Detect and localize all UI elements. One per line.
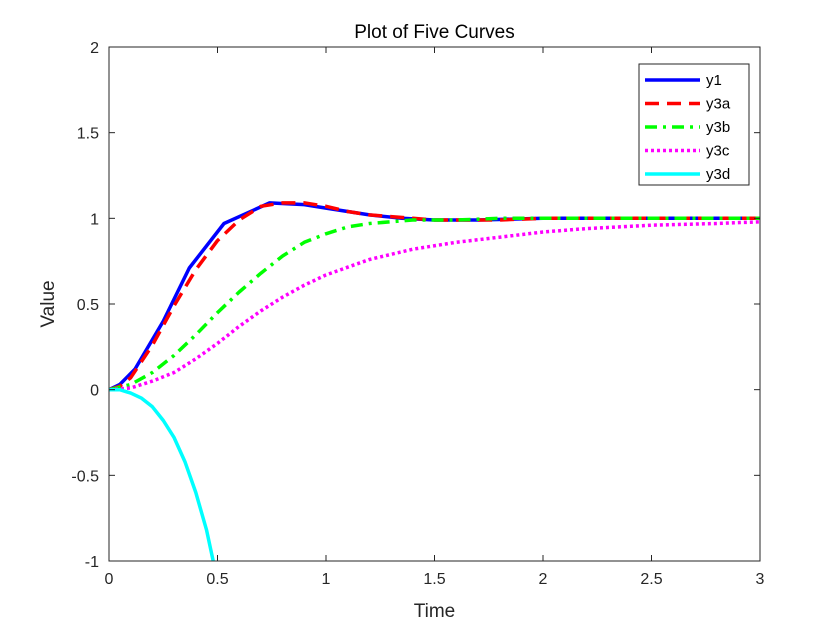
y-tick-label: 1 — [90, 211, 99, 228]
x-tick-label: 2.5 — [640, 571, 662, 588]
legend: y1 y3a y3b y3c y3d — [638, 63, 750, 186]
y-tick-label: 2 — [90, 40, 99, 57]
chart-title: Plot of Five Curves — [354, 22, 515, 43]
x-axis-label: Time — [414, 601, 456, 622]
legend-label-y3c: y3c — [706, 143, 730, 160]
x-tick-label: 3 — [756, 571, 765, 588]
y-tick-label: -1 — [85, 554, 99, 571]
y-tick-label: 1.5 — [77, 126, 99, 143]
x-tick-label: 0 — [105, 571, 114, 588]
legend-label-y3b: y3b — [706, 119, 730, 136]
y-axis-label: Value — [38, 280, 59, 327]
series-layer — [109, 201, 760, 561]
x-tick-label: 0.5 — [206, 571, 228, 588]
x-tick-label: 2 — [539, 571, 548, 588]
legend-label-y1: y1 — [706, 72, 722, 89]
x-tick-label: 1 — [322, 571, 331, 588]
legend-box — [638, 63, 750, 186]
legend-label-y3a: y3a — [706, 96, 731, 113]
series-line-y1 — [109, 201, 760, 392]
legend-label-y3d: y3d — [706, 166, 730, 183]
series-line-y3d — [109, 387, 215, 561]
tick-layer: 0 0.5 1 1.5 2 2.5 3 -1 -0.5 0 0.5 1 1.5 2 — [71, 40, 764, 588]
series-line-y3c — [109, 220, 760, 392]
y-tick-label: 0 — [90, 383, 99, 400]
y-tick-label: -0.5 — [71, 468, 99, 485]
y-tick-label: 0.5 — [77, 297, 99, 314]
series-line-y3b — [109, 216, 760, 392]
x-tick-label: 1.5 — [423, 571, 445, 588]
series-line-y3a — [109, 201, 760, 392]
